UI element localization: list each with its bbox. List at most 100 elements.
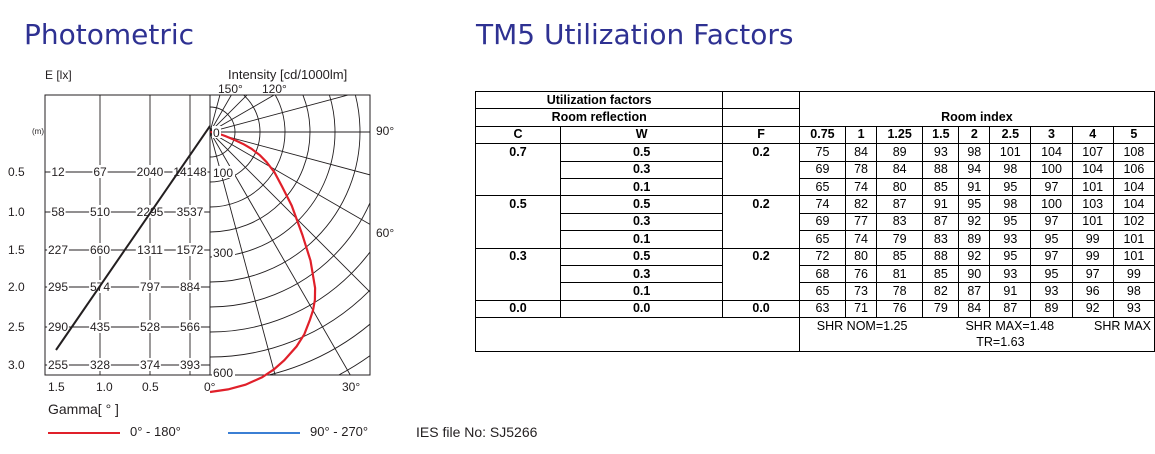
room-reflection-header: Room reflection <box>474 108 724 127</box>
tm5-table: Utilization factors Room reflection Room i… <box>474 90 1155 352</box>
distance-label: 2.5 <box>8 320 25 334</box>
utilization-value: 104 <box>1071 160 1114 179</box>
angle-label-90: 90° <box>376 124 394 138</box>
lux-value: 2040 <box>137 165 164 179</box>
illuminance-panel <box>44 94 211 376</box>
lux-value: 1572 <box>177 243 204 257</box>
utilization-value: 99 <box>1071 230 1114 249</box>
lux-value: 435 <box>90 320 110 334</box>
tm5-row: 0.7 0.5 0.2 75 84 89 93 98 101 104 107 108 <box>475 143 1155 162</box>
footer-spacer <box>475 317 800 352</box>
w-value: 0.3 <box>559 212 724 232</box>
tr-value: TR=1.63 <box>798 334 1155 352</box>
lux-value: 3537 <box>177 205 204 219</box>
col-c-header: C <box>475 125 561 145</box>
lux-value: 393 <box>180 358 200 372</box>
utilization-value: 85 <box>875 247 924 266</box>
lux-value: 374 <box>140 358 160 372</box>
ies-file-label: IES file No: SJ5266 <box>416 424 538 440</box>
f-value: 0.2 <box>722 195 800 214</box>
utilization-value: 98 <box>1112 282 1155 301</box>
w-value: 0.1 <box>559 282 724 301</box>
f-value <box>722 282 800 301</box>
lux-value-bg <box>179 358 201 371</box>
f-value <box>722 178 800 196</box>
c-value: 0.0 <box>475 299 561 318</box>
utilization-value: 79 <box>875 230 924 249</box>
utilization-value: 85 <box>922 177 960 197</box>
lux-value: 884 <box>180 280 200 294</box>
distance-label: 1.5 <box>8 243 25 257</box>
utilization-value: 65 <box>798 282 847 301</box>
lux-value: 510 <box>90 205 110 219</box>
lux-value-bg <box>139 280 161 293</box>
lux-value-bg <box>89 205 111 218</box>
utilization-value: 87 <box>958 282 991 301</box>
w-value: 0.3 <box>559 264 724 284</box>
lux-value: 58 <box>51 205 65 219</box>
photometric-title: Photometric <box>24 18 195 51</box>
tm5-row: Utilization factors <box>474 90 1155 110</box>
utilization-value: 96 <box>1071 282 1114 301</box>
lux-value: 566 <box>180 320 200 334</box>
utilization-value: 79 <box>922 299 960 319</box>
c-value <box>475 178 561 196</box>
utilization-value: 107 <box>1071 143 1114 162</box>
radial-tick-bg <box>212 366 235 378</box>
utilization-value: 80 <box>875 177 924 197</box>
radial-tick-label: 300 <box>213 246 233 260</box>
f-value <box>722 161 800 179</box>
room-index-value: 1.25 <box>875 125 924 145</box>
lux-value: 290 <box>48 320 68 334</box>
c-value <box>475 161 561 179</box>
utilization-value: 97 <box>1030 212 1073 232</box>
utilization-value: 95 <box>989 247 1032 266</box>
radial-tick-label: 100 <box>213 166 233 180</box>
utilization-value: 65 <box>798 230 847 249</box>
utilization-value: 95 <box>1030 264 1073 284</box>
illuminance-frame <box>44 94 211 376</box>
utilization-value: 93 <box>922 143 960 162</box>
angle-label-120: 120° <box>262 82 287 96</box>
w-value: 0.1 <box>559 177 724 197</box>
angle-label-150: 150° <box>218 82 243 96</box>
c-value: 0.3 <box>475 247 561 266</box>
lux-value: 227 <box>48 243 68 257</box>
utilization-value: 93 <box>989 264 1032 284</box>
distance-label: 0.5 <box>8 165 25 179</box>
utilization-value: 101 <box>1071 212 1114 232</box>
legend-line-0-180 <box>48 432 120 434</box>
utilization-value: 98 <box>958 143 991 162</box>
room-index-value: 1.5 <box>922 125 960 145</box>
utilization-value: 104 <box>1112 177 1155 197</box>
w-value: 0.3 <box>559 160 724 179</box>
intensity-curve-0-180 <box>209 130 317 394</box>
lux-value-bg <box>139 320 161 333</box>
utilization-value: 90 <box>958 264 991 284</box>
meter-label: (m) <box>32 127 44 136</box>
bottom-tick-0-5: 0.5 <box>142 380 159 394</box>
utilization-value: 65 <box>798 177 847 197</box>
w-value: 0.0 <box>559 299 724 319</box>
tm5-row: 0.3 69 77 83 87 92 95 97 101 102 <box>475 212 1155 232</box>
shr-max-value: SHR MAX=1.48 <box>965 318 1055 333</box>
utilization-value: 82 <box>922 282 960 301</box>
radial-tick-bg <box>212 166 235 178</box>
utilization-value: 88 <box>922 247 960 266</box>
utilization-value: 76 <box>875 299 924 319</box>
distance-label: 1.0 <box>8 205 25 219</box>
utilization-value: 84 <box>958 299 991 319</box>
c-value <box>475 213 561 231</box>
lux-value-bg <box>179 280 201 293</box>
utilization-value: 87 <box>989 299 1032 319</box>
legend-label-0-180: 0° - 180° <box>130 424 181 439</box>
tm5-row: 0.5 0.5 0.2 74 82 87 91 95 98 100 103 104 <box>475 195 1155 214</box>
utilization-value: 102 <box>1112 212 1155 232</box>
utilization-value: 97 <box>1030 247 1073 266</box>
lux-value-bg <box>139 358 161 371</box>
utilization-value: 87 <box>922 212 960 232</box>
polar-spoke <box>210 131 370 293</box>
utilization-value: 92 <box>958 212 991 232</box>
lux-value: 295 <box>48 280 68 294</box>
radial-tick-label: 600 <box>213 366 233 380</box>
